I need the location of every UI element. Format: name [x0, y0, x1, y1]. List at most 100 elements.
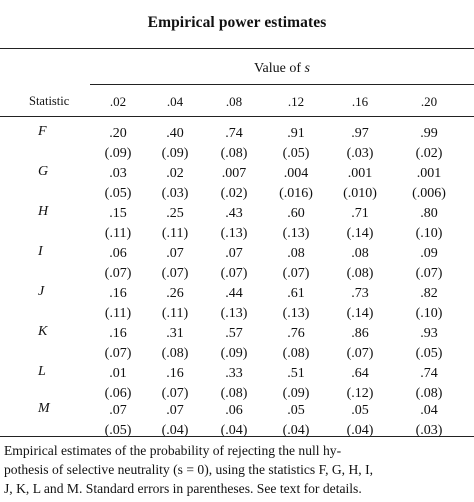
power-estimate-cell: .60 — [287, 206, 305, 221]
column-header-1: .02 — [109, 94, 127, 109]
standard-error-cell: (.08) — [415, 386, 443, 401]
caption-line-2: pothesis of selective neutrality (s = 0)… — [4, 462, 374, 477]
statistic-label: H — [38, 204, 49, 219]
power-estimate-cell: .08 — [287, 246, 305, 261]
table-title: Empirical power estimates — [147, 14, 327, 31]
power-estimate-cell: .01 — [109, 366, 127, 381]
bottom-rule — [0, 436, 474, 437]
standard-error-cell: (.10) — [415, 226, 443, 241]
value-of-label: Value of — [254, 61, 302, 76]
power-estimate-cell: .76 — [287, 326, 305, 341]
column-header-6: .20 — [420, 94, 438, 109]
standard-error-cell: (.07) — [161, 266, 189, 281]
power-estimate-cell: .82 — [420, 286, 438, 301]
power-estimate-cell: .64 — [351, 366, 369, 381]
power-estimate-cell: .86 — [351, 326, 369, 341]
power-estimate-cell: .06 — [225, 403, 243, 418]
standard-error-cell: (.08) — [161, 346, 189, 361]
power-estimate-cell: .07 — [166, 403, 184, 418]
table-row: L .01 (.06) .16 (.07) .33 (.08) .51 (.09) .64 (.12… — [0, 364, 474, 404]
standard-error-cell: (.04) — [282, 423, 310, 438]
power-estimate-cell: .07 — [109, 403, 127, 418]
power-estimate-cell: .03 — [109, 166, 127, 181]
statistic-label: I — [38, 244, 43, 259]
standard-error-cell: (.07) — [415, 266, 443, 281]
table-row: I .06 (.07) .07 (.07) .07 (.07) .08 (.07) .08 (.08… — [0, 244, 474, 284]
power-estimate-cell: .15 — [109, 206, 127, 221]
power-estimate-cell: .08 — [351, 246, 369, 261]
standard-error-cell: (.03) — [415, 423, 443, 438]
column-header-2: .04 — [166, 94, 184, 109]
power-estimate-cell: .07 — [225, 246, 243, 261]
statistic-label: L — [38, 364, 46, 379]
table-caption: Empirical estimates of the probability o… — [4, 441, 472, 498]
standard-error-cell: (.03) — [346, 146, 374, 161]
standard-error-cell: (.07) — [346, 346, 374, 361]
table-row: F .20 (.09) .40 (.09) .74 (.08) .91 (.05) .97 (.03… — [0, 124, 474, 164]
power-estimate-cell: .16 — [166, 366, 184, 381]
power-estimate-cell: .31 — [166, 326, 184, 341]
standard-error-cell: (.13) — [282, 226, 310, 241]
power-estimate-cell: .74 — [420, 366, 438, 381]
power-estimate-cell: .51 — [287, 366, 305, 381]
standard-error-cell: (.07) — [220, 266, 248, 281]
power-estimate-cell: .97 — [351, 126, 369, 141]
table-row: G .03 (.05) .02 (.03) .007 (.02) .004 (.016) .001… — [0, 164, 474, 204]
standard-error-cell: (.14) — [346, 226, 374, 241]
statistic-label: K — [38, 324, 48, 339]
power-estimate-cell: .43 — [225, 206, 243, 221]
standard-error-cell: (.006) — [412, 186, 446, 201]
power-estimate-cell: .40 — [166, 126, 184, 141]
column-header-4: .12 — [287, 94, 305, 109]
power-estimate-cell: .33 — [225, 366, 243, 381]
standard-error-cell: (.13) — [220, 226, 248, 241]
power-estimate-cell: .07 — [166, 246, 184, 261]
standard-error-cell: (.02) — [415, 146, 443, 161]
power-estimate-cell: .001 — [416, 166, 442, 181]
power-estimate-cell: .20 — [109, 126, 127, 141]
power-estimate-cell: .93 — [420, 326, 438, 341]
standard-error-cell: (.05) — [104, 423, 132, 438]
standard-error-cell: (.11) — [161, 306, 189, 321]
standard-error-cell: (.04) — [161, 423, 189, 438]
top-rule — [0, 48, 474, 49]
standard-error-cell: (.11) — [161, 226, 189, 241]
table-row: H .15 (.11) .25 (.11) .43 (.13) .60 (.13) .71 (.14… — [0, 204, 474, 244]
power-estimate-cell: .73 — [351, 286, 369, 301]
standard-error-cell: (.07) — [104, 266, 132, 281]
standard-error-cell: (.016) — [279, 186, 313, 201]
standard-error-cell: (.02) — [220, 186, 248, 201]
standard-error-cell: (.06) — [104, 386, 132, 401]
standard-error-cell: (.04) — [346, 423, 374, 438]
standard-error-cell: (.09) — [282, 386, 310, 401]
standard-error-cell: (.09) — [104, 146, 132, 161]
standard-error-cell: (.13) — [282, 306, 310, 321]
power-estimate-cell: .004 — [283, 166, 309, 181]
value-of-s-header: Value of s — [90, 61, 474, 77]
standard-error-cell: (.07) — [104, 346, 132, 361]
standard-error-cell: (.08) — [220, 386, 248, 401]
caption-line-1: Empirical estimates of the probability o… — [4, 443, 342, 458]
standard-error-cell: (.08) — [346, 266, 374, 281]
standard-error-cell: (.11) — [104, 226, 132, 241]
s-symbol: s — [304, 61, 310, 76]
standard-error-cell: (.03) — [161, 186, 189, 201]
standard-error-cell: (.010) — [343, 186, 377, 201]
standard-error-cell: (.07) — [282, 266, 310, 281]
standard-error-cell: (.12) — [346, 386, 374, 401]
standard-error-cell: (.07) — [161, 386, 189, 401]
power-estimate-cell: .91 — [287, 126, 305, 141]
table-row: K .16 (.07) .31 (.08) .57 (.09) .76 (.08) .86 (.07… — [0, 324, 474, 364]
caption-line-3: J, K, L and M. Standard errors in parent… — [4, 481, 362, 496]
power-estimate-cell: .99 — [420, 126, 438, 141]
statistic-label: J — [38, 284, 45, 299]
standard-error-cell: (.08) — [282, 346, 310, 361]
power-estimate-cell: .09 — [420, 246, 438, 261]
power-estimate-cell: .16 — [109, 326, 127, 341]
header-rule — [0, 116, 474, 117]
power-estimate-cell: .26 — [166, 286, 184, 301]
statistic-column-header: Statistic — [29, 94, 70, 108]
power-estimate-cell: .57 — [225, 326, 243, 341]
power-estimate-cell: .05 — [287, 403, 305, 418]
power-estimate-cell: .16 — [109, 286, 127, 301]
